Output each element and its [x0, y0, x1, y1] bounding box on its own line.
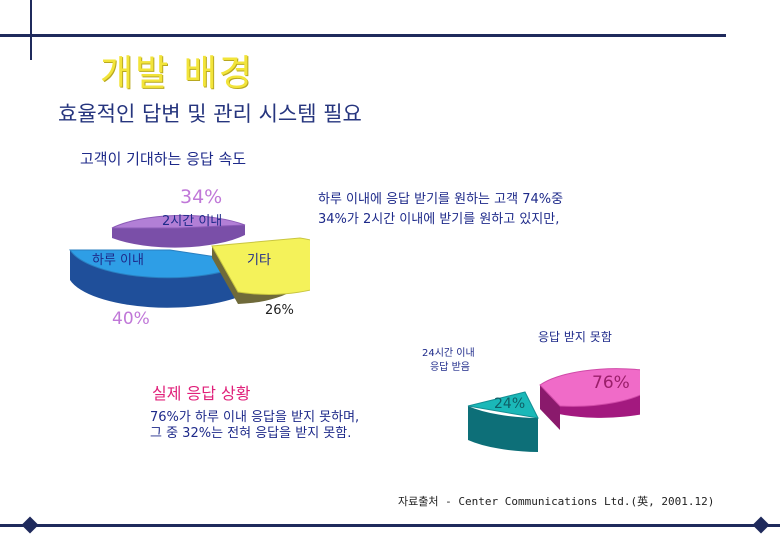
- slide-subtitle: 효율적인 답변 및 관리 시스템 필요: [58, 102, 362, 126]
- note-actual-line2: 그 중 32%는 전혀 응답을 받지 못함.: [150, 426, 352, 441]
- slice-no-response-cut: [540, 385, 560, 430]
- value-label-26: 26%: [265, 303, 294, 318]
- note-expected: 하루 이내에 응답 받기를 원하는 고객 74%중 34%가 2시간 이내에 받…: [318, 190, 563, 230]
- frame-top-line: [0, 34, 726, 37]
- slice-other: [211, 237, 310, 295]
- slice-within-2-hours-side: [112, 225, 245, 248]
- value-label-34: 34%: [180, 186, 222, 208]
- value-label-40: 40%: [112, 309, 150, 329]
- slice-label-other: 기타: [247, 253, 271, 268]
- section-expected-speed: 고객이 기대하는 응답 속도: [80, 150, 247, 168]
- slice-within-2-hours: [111, 214, 246, 229]
- note-actual-line1: 76%가 하루 이내 응답을 받지 못하며,: [150, 410, 360, 425]
- slice-within-1-day-side: [70, 250, 250, 308]
- slide-title: 개발 배경: [100, 53, 254, 94]
- frame-bottom-line: [0, 524, 780, 527]
- pie-chart-expected: 34% 2시간 이내 하루 이내 기타 40% 26%: [69, 186, 310, 329]
- note-expected-line2: 34%가 2시간 이내에 받기를 원하고 있지만,: [318, 212, 560, 227]
- slice-label-no-response: 응답 받지 못함: [538, 330, 612, 344]
- slice-label-within-24h-line2: 응답 받음: [430, 361, 470, 373]
- slice-within-24h: [467, 391, 539, 419]
- frame-vertical-line: [30, 0, 32, 60]
- value-label-76: 76%: [592, 373, 630, 393]
- pie-chart-actual: 응답 받지 못함 24시간 이내 응답 받음 76% 24%: [422, 330, 640, 452]
- slice-label-within-2-hours: 2시간 이내: [162, 214, 222, 229]
- section-actual-response: 실제 응답 상황: [152, 384, 251, 403]
- source-credit: 자료출처 - Center Communications Ltd.(英, 200…: [398, 495, 715, 508]
- value-label-24: 24%: [494, 396, 525, 412]
- slice-label-within-24h-line1: 24시간 이내: [422, 347, 475, 359]
- note-expected-line1: 하루 이내에 응답 받기를 원하는 고객 74%중: [318, 192, 564, 207]
- slice-within-24h-side: [468, 406, 538, 452]
- frame-diamond-right: [752, 516, 770, 534]
- note-actual: 76%가 하루 이내 응답을 받지 못하며, 그 중 32%는 전혀 응답을 받…: [150, 410, 359, 442]
- frame-diamond-left: [21, 516, 39, 534]
- slice-no-response: [539, 368, 640, 407]
- slice-label-within-1-day: 하루 이내: [92, 253, 144, 268]
